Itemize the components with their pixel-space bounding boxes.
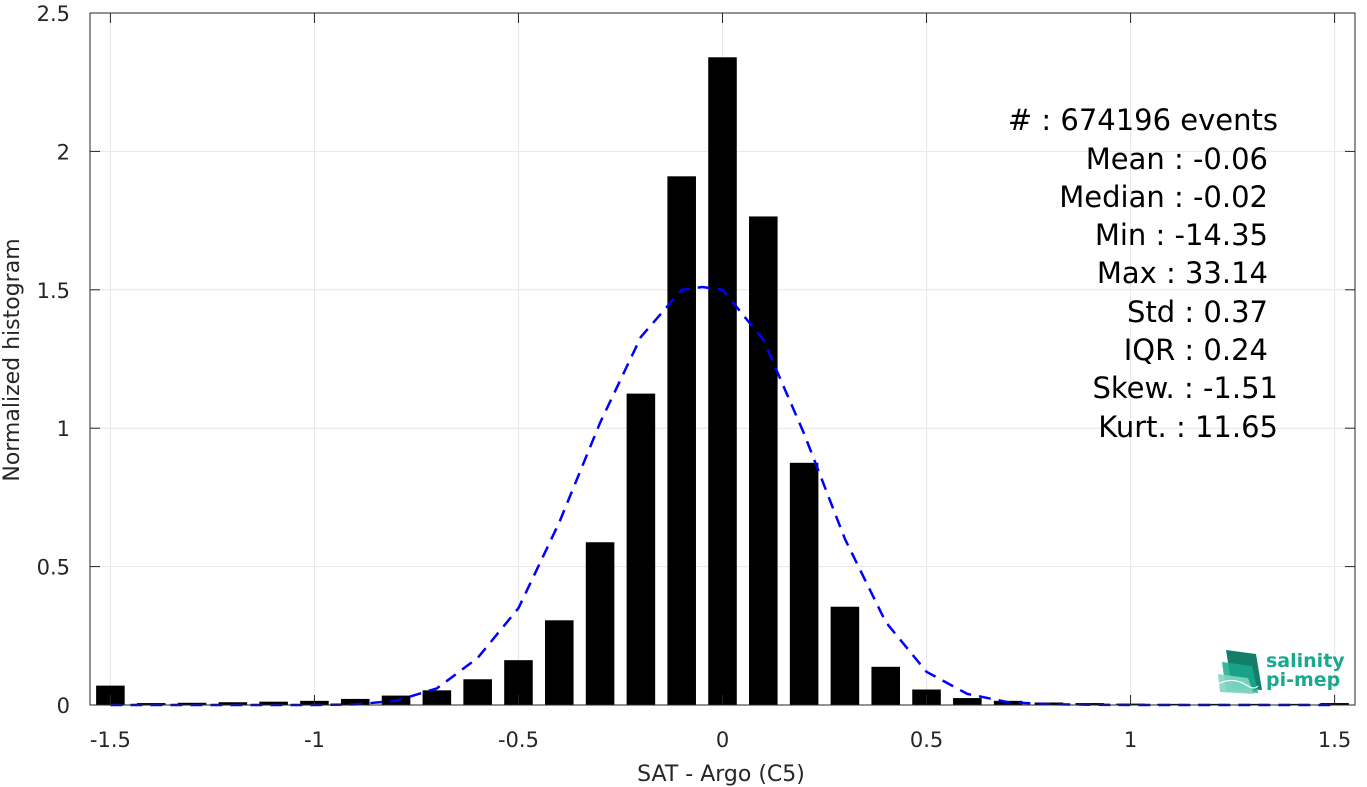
- salinity-pi-mep-logo: salinity pi-mep: [1217, 650, 1345, 694]
- statistics-annotation: # : 674196 events Mean : -0.06 Median : …: [1008, 103, 1278, 444]
- x-tick-label: 0.5: [910, 728, 943, 752]
- y-tick-label: 1: [57, 417, 70, 441]
- histogram-bar: [789, 462, 819, 705]
- y-tick-label: 1.5: [37, 279, 70, 303]
- logo-wave-icon: [1217, 650, 1262, 694]
- stat-min: Min : -14.35: [1095, 218, 1268, 252]
- histogram-bar: [585, 542, 615, 705]
- histogram-bar: [667, 176, 696, 705]
- x-tick-label: -0.5: [498, 728, 539, 752]
- stat-events: # : 674196 events: [1008, 103, 1278, 137]
- histogram-bar: [626, 393, 656, 705]
- x-tick-label: -1.5: [90, 728, 131, 752]
- histogram-bar: [1238, 703, 1268, 705]
- histogram-bar: [1279, 703, 1309, 705]
- histogram-bar: [871, 666, 901, 705]
- y-tick-label: 2.5: [37, 2, 70, 26]
- stat-kurt: Kurt. : 11.65: [1098, 410, 1278, 444]
- histogram-bar: [749, 216, 778, 705]
- logo-text-line1: salinity: [1266, 650, 1345, 672]
- stat-std: Std : 0.37: [1127, 295, 1268, 329]
- stat-iqr: IQR : 0.24: [1124, 333, 1268, 367]
- x-tick-label: 0: [716, 728, 729, 752]
- histogram-bar: [259, 701, 288, 705]
- x-axis-ticks: -1.5 -1 -0.5 0 0.5 1 1.5: [90, 13, 1351, 752]
- y-axis-ticks: 0 0.5 1 1.5 2 2.5: [37, 2, 1355, 718]
- x-tick-label: -1: [304, 728, 325, 752]
- histogram-bar: [340, 698, 370, 705]
- stat-max: Max : 33.14: [1097, 256, 1268, 290]
- histogram-bar: [422, 690, 452, 705]
- y-tick-label: 0: [57, 694, 70, 718]
- y-tick-label: 0.5: [37, 556, 70, 580]
- histogram-bar: [953, 698, 982, 705]
- y-axis-label: Normalized histogram: [0, 238, 25, 481]
- logo-text-line2: pi-mep: [1266, 669, 1340, 691]
- histogram-bar: [463, 679, 492, 705]
- bars: [96, 57, 1349, 705]
- histogram-bar: [544, 620, 574, 705]
- stat-skew: Skew. : -1.51: [1092, 371, 1278, 405]
- x-axis-label: SAT - Argo (C5): [637, 762, 805, 787]
- x-tick-label: 1.5: [1318, 728, 1351, 752]
- stat-median: Median : -0.02: [1059, 180, 1268, 214]
- histogram-bar: [1197, 703, 1227, 705]
- y-tick-label: 2: [57, 140, 70, 164]
- stat-mean: Mean : -0.06: [1086, 142, 1268, 176]
- histogram-bar: [708, 57, 737, 705]
- x-tick-label: 1: [1124, 728, 1137, 752]
- histogram-bar: [218, 702, 248, 705]
- histogram-bar: [830, 606, 860, 705]
- histogram-bar: [1157, 703, 1186, 705]
